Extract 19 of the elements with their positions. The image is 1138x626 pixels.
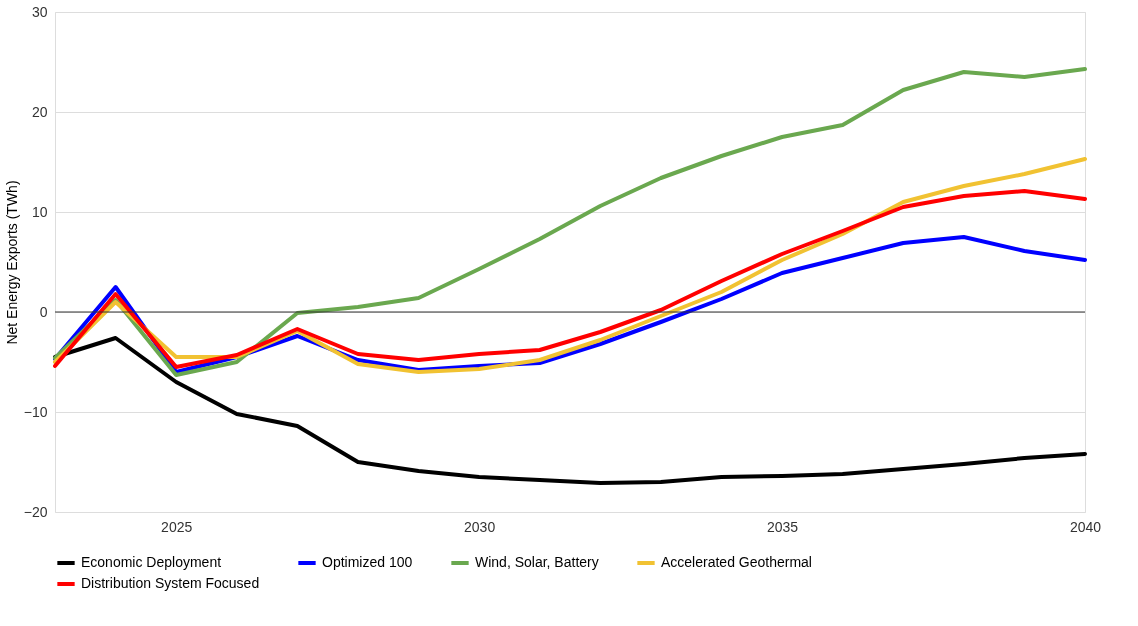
x-tick-label: 2035	[766, 518, 799, 535]
line-series	[53, 336, 1087, 485]
y-tick-label: 10	[31, 203, 48, 220]
line-series	[53, 189, 1087, 369]
x-tick-label: 2040	[1069, 518, 1102, 535]
legend-label: Optimized 100	[322, 554, 413, 570]
y-tick-label: 20	[31, 103, 48, 120]
y-tick-label: 0	[39, 303, 48, 320]
y-tick-label: 30	[31, 3, 48, 20]
line-series	[53, 67, 1087, 377]
legend-label: Accelerated Geothermal	[661, 554, 812, 570]
y-tick-label: −10	[23, 403, 48, 420]
legend-label: Distribution System Focused	[81, 575, 260, 591]
y-axis-title: Net Energy Exports (TWh)	[3, 180, 20, 345]
x-tick-label: 2025	[161, 518, 193, 535]
legend-label: Wind, Solar, Battery	[475, 554, 599, 570]
x-tick-label: 2030	[464, 518, 496, 535]
y-tick-label: −20	[23, 503, 48, 520]
legend-label: Economic Deployment	[81, 554, 222, 570]
